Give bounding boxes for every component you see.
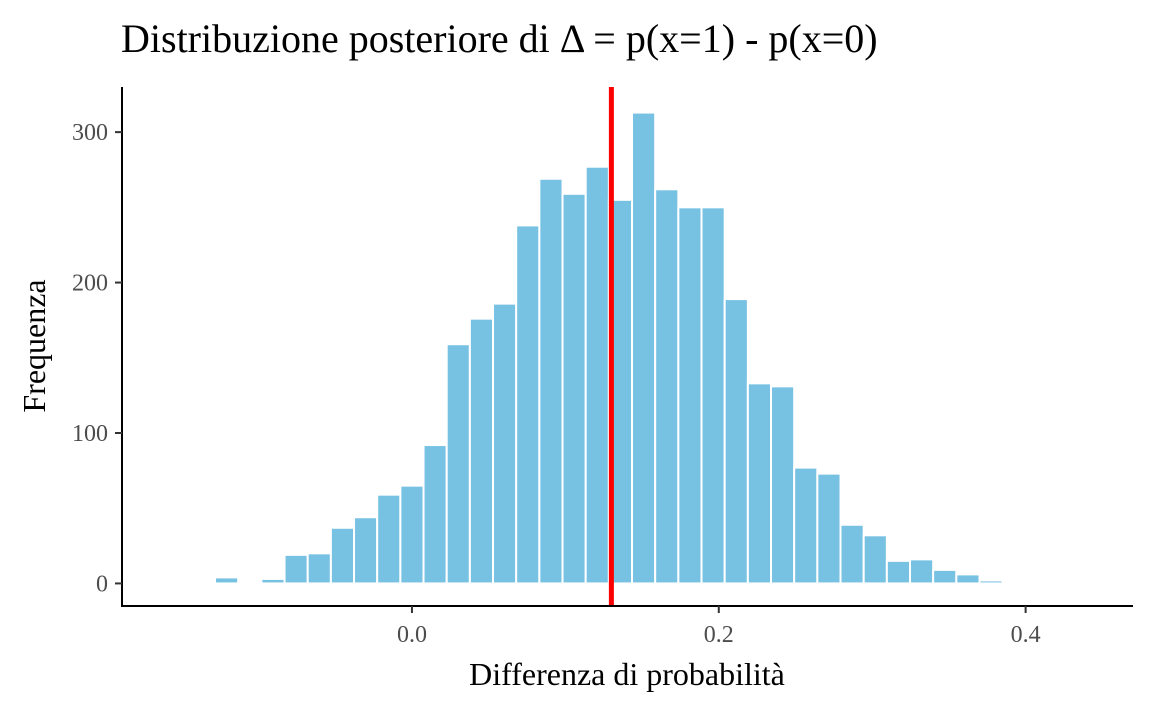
- y-tick-label: 200: [72, 271, 108, 297]
- histogram-bar: [422, 444, 448, 585]
- histogram-bar: [214, 576, 240, 585]
- histogram-bar: [283, 553, 309, 585]
- histogram-bar: [445, 343, 471, 585]
- histogram-bar: [955, 573, 981, 585]
- y-tick-label: 0: [96, 571, 108, 597]
- histogram-bar: [1001, 580, 1027, 585]
- histogram-bar: [700, 206, 726, 585]
- histogram-bar: [862, 534, 888, 585]
- y-axis-title: Frequenza: [16, 279, 52, 412]
- histogram-bar: [770, 385, 796, 585]
- x-tick-label: 0.0: [397, 622, 427, 648]
- histogram-bar: [353, 516, 379, 585]
- histogram-bar: [631, 111, 657, 585]
- chart-title: Distribuzione posteriore di Δ = p(x=1) -…: [121, 16, 878, 61]
- y-ticks: 0 100 200 300: [72, 120, 122, 597]
- histogram-bar: [816, 472, 842, 585]
- bars-group: [167, 111, 1027, 585]
- histogram-bar: [329, 526, 356, 585]
- histogram-bar: [584, 165, 610, 585]
- x-ticks: 0.0 0.2 0.4: [397, 606, 1041, 648]
- histogram-bar: [492, 302, 518, 585]
- histogram-bar: [677, 206, 703, 585]
- histogram-bar: [839, 523, 865, 585]
- histogram-bar: [515, 224, 541, 585]
- histogram-bar: [167, 580, 193, 585]
- histogram-bar: [306, 552, 332, 585]
- histogram-bar: [237, 580, 263, 585]
- histogram-bar: [376, 493, 402, 585]
- x-axis-title: Differenza di probabilità: [469, 656, 785, 692]
- histogram-bar: [399, 484, 425, 585]
- histogram-bar: [885, 559, 912, 585]
- histogram-bar: [793, 466, 819, 585]
- histogram-bar: [723, 298, 749, 585]
- y-tick-label: 300: [72, 120, 108, 146]
- x-tick-label: 0.2: [704, 622, 734, 648]
- histogram-bar: [746, 382, 773, 585]
- histogram-bar: [978, 579, 1004, 585]
- histogram-bar: [468, 317, 495, 585]
- histogram-bar: [654, 188, 680, 585]
- histogram-bar: [932, 568, 958, 585]
- histogram-bar: [260, 577, 286, 585]
- histogram-bar: [909, 558, 935, 585]
- histogram-bar: [538, 177, 564, 585]
- y-tick-label: 100: [72, 421, 108, 447]
- histogram-bar: [561, 192, 587, 585]
- x-tick-label: 0.4: [1011, 622, 1041, 648]
